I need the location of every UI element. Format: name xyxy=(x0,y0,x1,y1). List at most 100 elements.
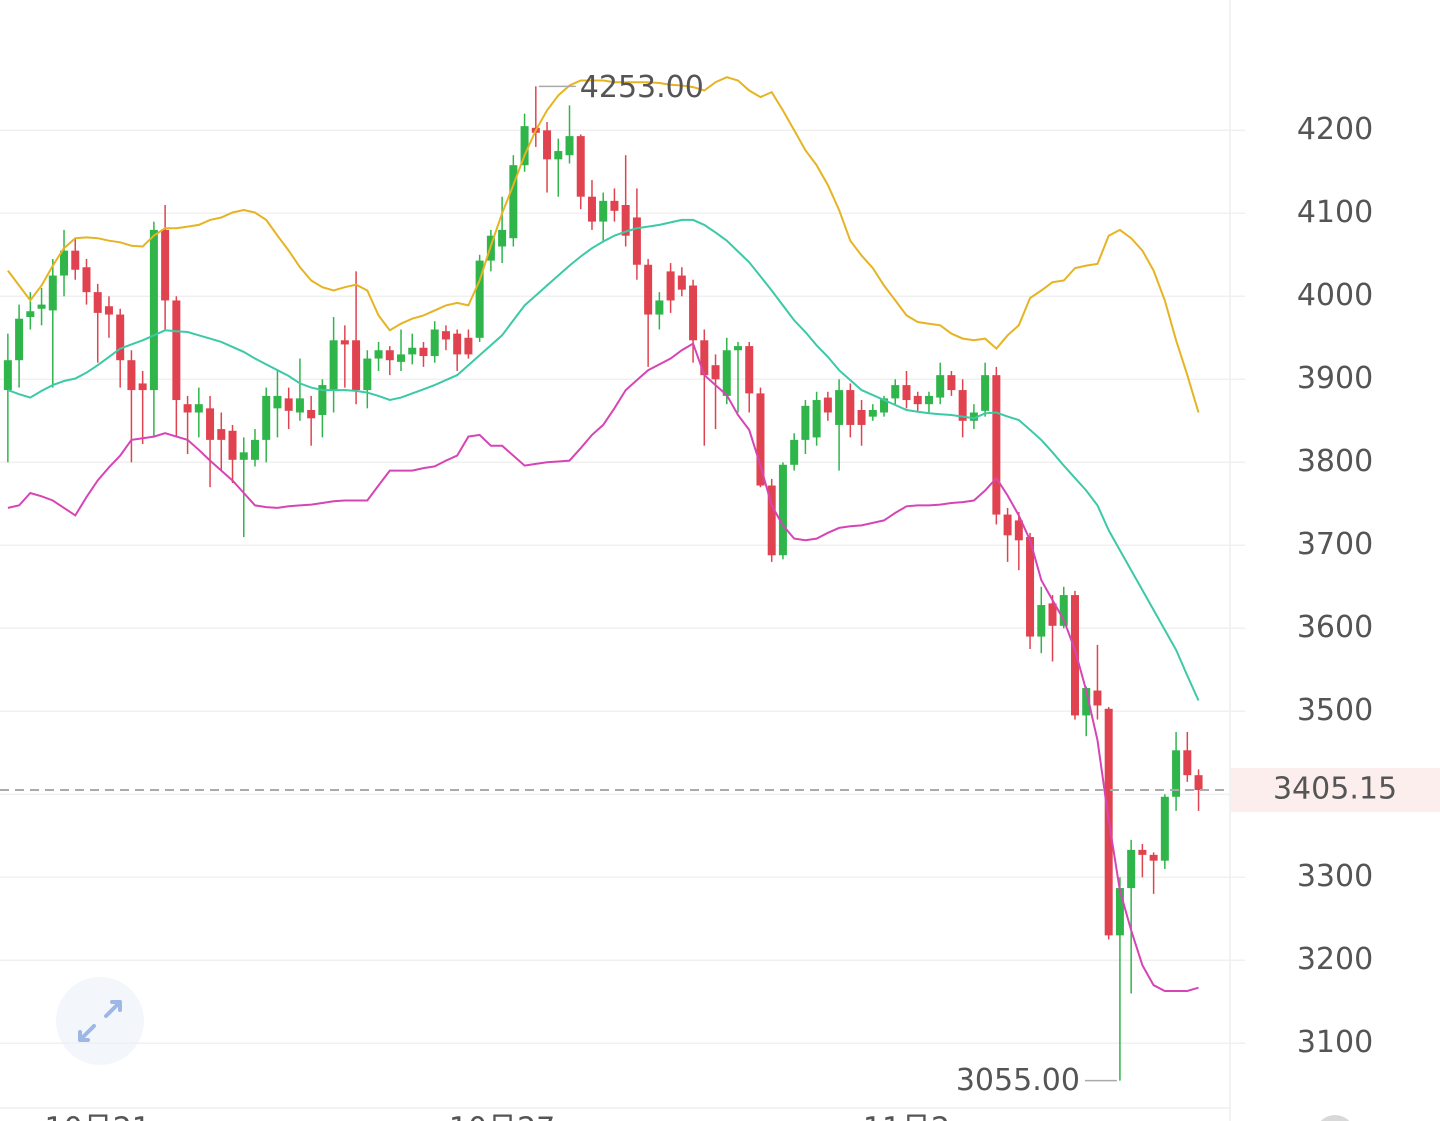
candle-body xyxy=(981,375,990,411)
candle-body xyxy=(823,397,832,413)
y-tick-label: 3900 xyxy=(1297,361,1373,396)
candle-body xyxy=(104,306,113,315)
candle-body xyxy=(37,304,46,309)
expand-button-bg xyxy=(56,977,144,1065)
candle-body xyxy=(138,383,147,391)
candle-body xyxy=(992,375,1001,515)
candle-body xyxy=(206,408,215,440)
candle-body xyxy=(60,250,69,276)
candle-body xyxy=(15,318,24,361)
candle-body xyxy=(1160,796,1169,861)
band-line xyxy=(7,218,1200,701)
candle-body xyxy=(1070,595,1079,716)
candle-body xyxy=(127,360,136,391)
candle-body xyxy=(734,346,742,351)
candle-body xyxy=(1014,520,1023,541)
candle-body xyxy=(520,126,529,166)
candle-body xyxy=(924,395,933,405)
candle-body xyxy=(1127,849,1136,889)
candle-body xyxy=(430,329,439,357)
candle-body xyxy=(969,412,978,421)
candle-body xyxy=(1026,536,1035,637)
max-marker-label: 4253.00 xyxy=(580,70,704,105)
candle-body xyxy=(677,275,686,290)
candle-body xyxy=(902,385,911,401)
y-tick-label: 3700 xyxy=(1297,527,1373,562)
candle-body xyxy=(453,333,462,355)
candle-body xyxy=(340,340,349,345)
candle-body xyxy=(543,130,552,160)
candle-body xyxy=(1138,849,1147,855)
y-tick-label: 4100 xyxy=(1297,195,1373,230)
candle-body xyxy=(93,292,102,313)
candle-body xyxy=(318,385,327,415)
candle-body xyxy=(464,337,473,355)
candle-body xyxy=(1082,688,1091,716)
candle-body xyxy=(475,260,484,338)
candle-body xyxy=(374,350,383,359)
candle-body xyxy=(161,229,170,301)
candle-body xyxy=(172,300,181,401)
candle-body xyxy=(868,410,877,417)
candle-body xyxy=(689,285,698,341)
current-price-label: 3405.15 xyxy=(1273,771,1397,806)
min-marker-label: 3055.00 xyxy=(956,1063,1080,1098)
scroll-indicator xyxy=(1320,1115,1350,1121)
candle-body xyxy=(644,264,653,315)
candle-body xyxy=(307,410,316,419)
candle-body xyxy=(385,350,394,361)
candle-body xyxy=(812,400,821,438)
candle-body xyxy=(71,250,80,270)
candle-body xyxy=(587,196,596,222)
candle-body xyxy=(1093,690,1102,706)
candle-body xyxy=(958,390,967,421)
candle-body xyxy=(936,375,945,398)
candle-body xyxy=(228,430,237,460)
candle-body xyxy=(116,314,125,361)
x-tick-label: 11月2 xyxy=(863,1112,950,1121)
candle-body xyxy=(745,346,754,394)
candle-body xyxy=(700,340,709,376)
candle-body xyxy=(632,217,641,265)
candle-body xyxy=(857,410,866,425)
candle-body xyxy=(48,275,57,311)
candle-body xyxy=(1149,854,1158,861)
candle-body xyxy=(329,340,338,391)
candle-body xyxy=(1194,775,1203,790)
candle-body xyxy=(273,395,282,409)
current-price-bg xyxy=(1231,767,1440,812)
candle-body xyxy=(352,340,361,391)
candle-body xyxy=(1172,750,1181,797)
candle-body xyxy=(295,398,304,413)
y-tick-label: 3600 xyxy=(1297,610,1373,645)
candle-body xyxy=(767,485,776,556)
candle-body xyxy=(217,429,226,440)
candle-body xyxy=(26,311,35,318)
candle-body xyxy=(554,151,563,160)
candle-body xyxy=(722,350,731,396)
candle-body xyxy=(363,358,372,391)
y-tick-label: 3100 xyxy=(1297,1025,1373,1060)
y-tick-label: 4000 xyxy=(1297,278,1373,313)
expand-button[interactable] xyxy=(56,977,144,1065)
candle-body xyxy=(756,393,765,486)
candle-body xyxy=(565,136,574,156)
candle-body xyxy=(397,354,406,362)
x-tick-label: 10月27 xyxy=(449,1112,555,1121)
candle-body xyxy=(408,347,417,355)
band-line xyxy=(7,342,1199,992)
candle-body xyxy=(947,375,956,391)
candle-body xyxy=(250,439,259,460)
candle-body xyxy=(778,464,787,556)
candle-body xyxy=(835,390,844,425)
candle-body xyxy=(149,229,158,391)
candle-body xyxy=(194,404,203,413)
candle-body xyxy=(82,267,91,293)
y-tick-label: 3300 xyxy=(1297,859,1373,894)
candle-body xyxy=(610,200,619,211)
y-tick-label: 3500 xyxy=(1297,693,1373,728)
candle-body xyxy=(913,395,922,405)
candle-body xyxy=(509,165,518,239)
candles xyxy=(3,86,1203,1081)
